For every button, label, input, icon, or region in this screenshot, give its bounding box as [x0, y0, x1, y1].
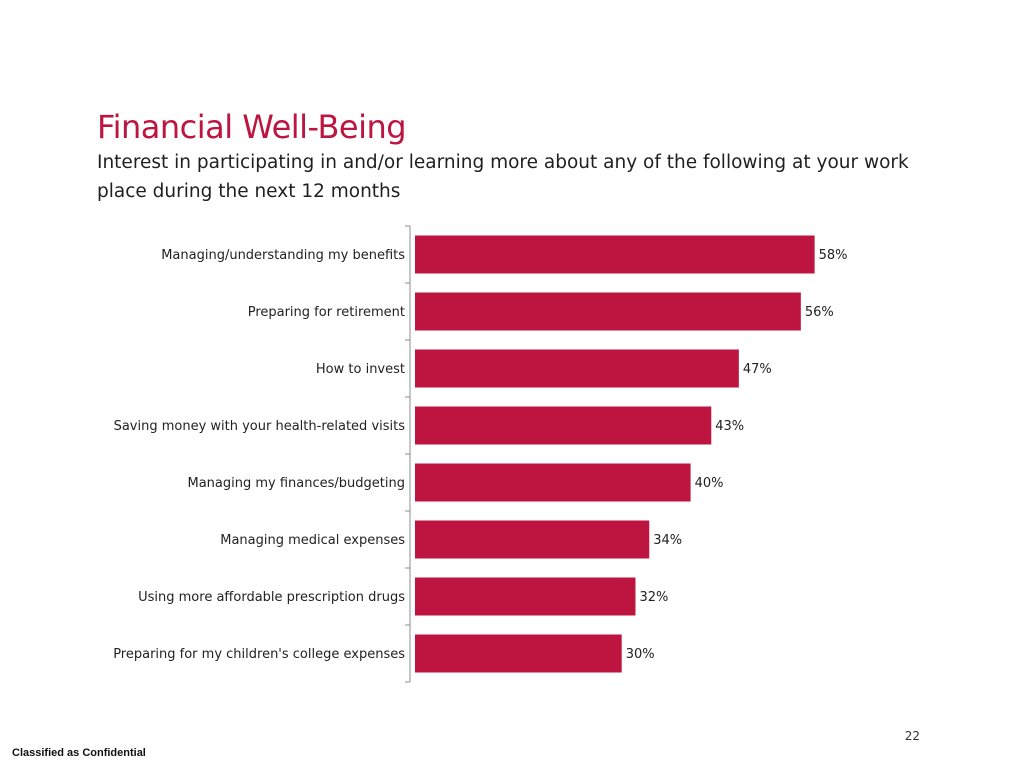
category-label: Saving money with your health-related vi… — [114, 419, 406, 434]
confidentiality-label: Classified as Confidential — [12, 747, 146, 759]
bar — [415, 235, 815, 274]
page-number: 22 — [904, 729, 920, 743]
data-label: 47% — [743, 362, 772, 377]
data-label: 58% — [819, 248, 848, 263]
bar — [415, 577, 636, 616]
bar — [415, 292, 801, 331]
category-label: Managing medical expenses — [220, 533, 405, 548]
data-label: 34% — [653, 533, 682, 548]
category-label: Managing/understanding my benefits — [161, 248, 405, 263]
category-label: Preparing for retirement — [248, 305, 405, 320]
bar — [415, 349, 739, 388]
data-label: 56% — [805, 305, 834, 320]
bar — [415, 463, 691, 502]
page-subtitle: Interest in participating in and/or lear… — [97, 152, 909, 202]
category-label: Managing my finances/budgeting — [188, 476, 406, 491]
data-label: 40% — [695, 476, 724, 491]
data-label: 32% — [639, 590, 668, 605]
bar — [415, 406, 712, 445]
data-label: 43% — [715, 419, 744, 434]
bar — [415, 520, 650, 559]
page-title: Financial Well-Being — [97, 108, 407, 146]
bar — [415, 634, 622, 673]
data-label: 30% — [626, 647, 655, 662]
category-label: Using more affordable prescription drugs — [138, 590, 405, 605]
category-label: Preparing for my children's college expe… — [113, 647, 405, 662]
category-label: How to invest — [316, 362, 405, 377]
